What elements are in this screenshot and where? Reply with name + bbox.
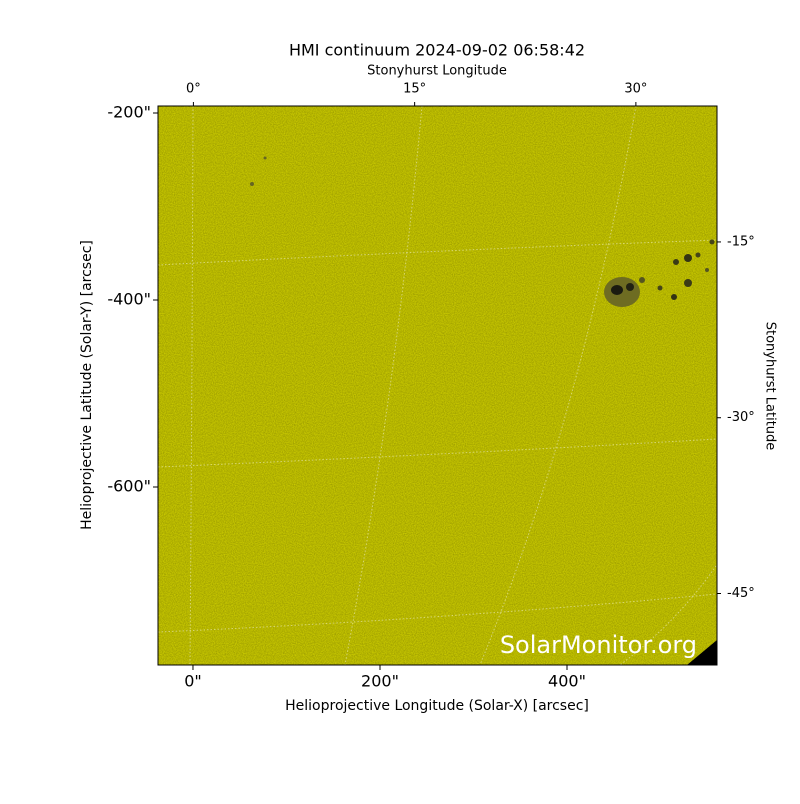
y-tick-label: -200" xyxy=(107,103,151,122)
axes-frame xyxy=(157,105,718,666)
x-axis-label: Helioprojective Longitude (Solar-X) [arc… xyxy=(285,698,589,714)
y2-tick-label: -30° xyxy=(727,410,755,425)
chart-title: HMI continuum 2024-09-02 06:58:42 xyxy=(289,41,585,60)
x2-tick-label: 15° xyxy=(403,82,426,97)
y2-tick-label: -45° xyxy=(727,586,755,601)
sunspots xyxy=(250,156,715,307)
x2-tick-label: 30° xyxy=(624,82,647,97)
y-tick-label: -400" xyxy=(107,289,151,308)
x-tick-label: 200" xyxy=(361,672,399,691)
coordinate-grid xyxy=(158,106,717,665)
y-tick-label: -600" xyxy=(107,476,151,495)
x2-axis-label: Stonyhurst Longitude xyxy=(367,64,507,79)
texture xyxy=(158,106,717,665)
watermark: SolarMonitor.org xyxy=(500,631,697,659)
limb xyxy=(687,640,717,665)
x2-tick-label: 0° xyxy=(186,82,201,97)
y-axis-label: Helioprojective Latitude (Solar-Y) [arcs… xyxy=(79,240,95,530)
y2-axis-label: Stonyhurst Latitude xyxy=(763,322,778,451)
y2-tick-label: -15° xyxy=(727,234,755,249)
image-detail xyxy=(158,106,717,665)
x-tick-label: 400" xyxy=(548,672,586,691)
x-tick-label: 0" xyxy=(184,672,202,691)
